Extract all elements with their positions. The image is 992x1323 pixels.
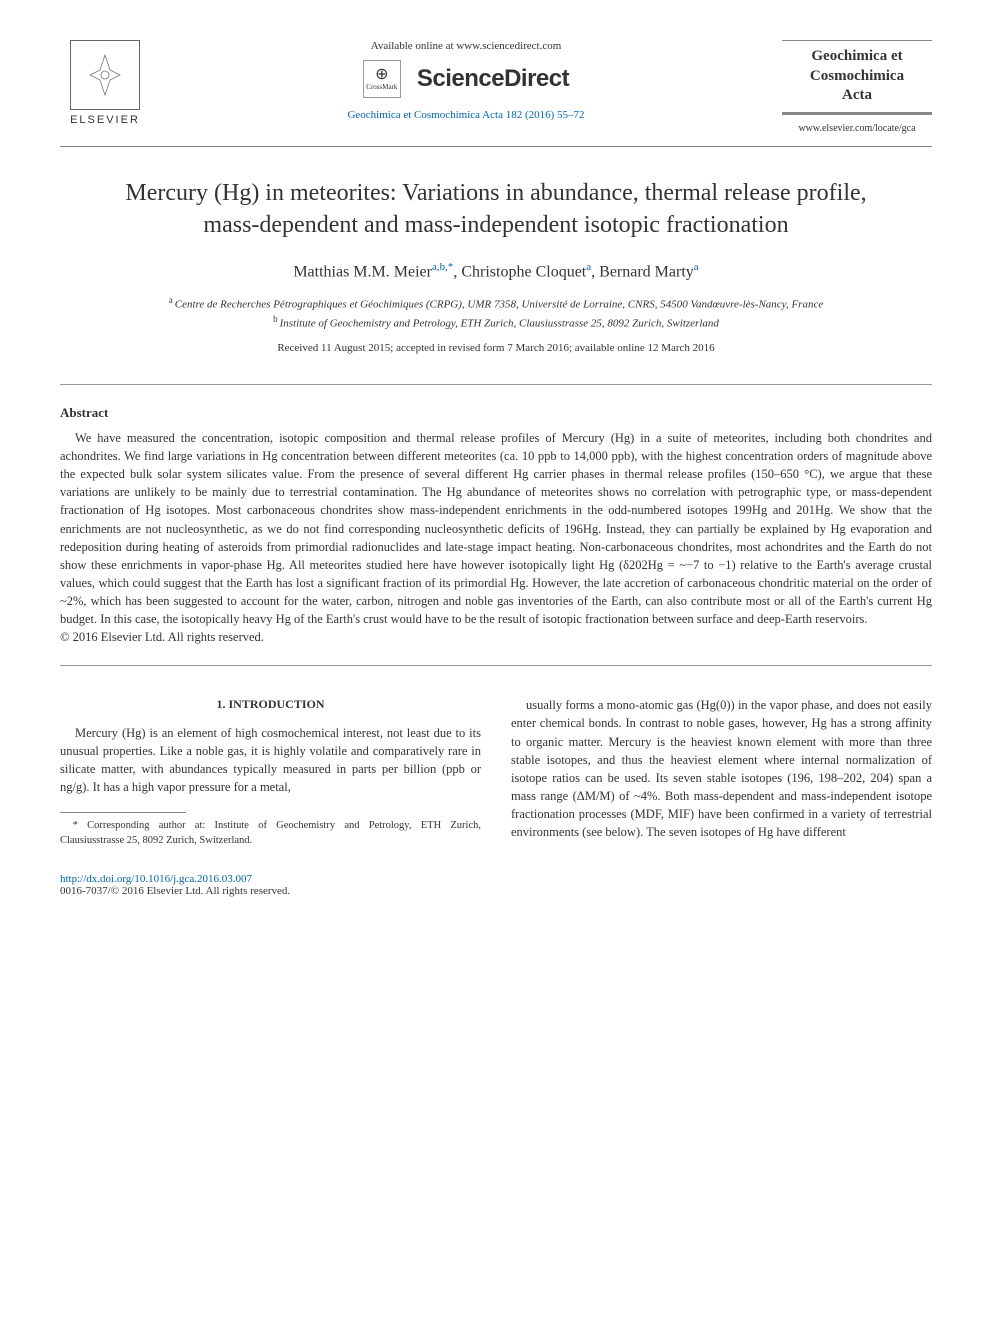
affiliation-b: bInstitute of Geochemistry and Petrology… [120, 313, 872, 332]
header-center: Available online at www.sciencedirect.co… [150, 40, 782, 122]
intro-left-para: Mercury (Hg) is an element of high cosmo… [60, 724, 481, 797]
right-column: usually forms a mono-atomic gas (Hg(0)) … [511, 696, 932, 848]
affiliations: aCentre de Recherches Pétrographiques et… [120, 294, 872, 332]
journal-name-line1: Geochimica et [782, 47, 932, 67]
crossmark-label: CrossMark [366, 83, 397, 91]
authors-line: Matthias M.M. Meiera,b,*, Christophe Clo… [60, 261, 932, 281]
abstract-text: We have measured the concentration, isot… [60, 429, 932, 628]
author-3: Bernard Marty [599, 264, 694, 281]
left-column: 1. INTRODUCTION Mercury (Hg) is an eleme… [60, 696, 481, 848]
corresponding-author-footnote: * Corresponding author at: Institute of … [60, 819, 481, 848]
author-3-aff: a [694, 261, 699, 273]
author-1-aff: a,b,* [432, 261, 453, 273]
intro-right-para: usually forms a mono-atomic gas (Hg(0)) … [511, 696, 932, 841]
journal-url: www.elsevier.com/locate/gca [782, 123, 932, 134]
intro-heading: 1. INTRODUCTION [60, 696, 481, 713]
body-columns: 1. INTRODUCTION Mercury (Hg) is an eleme… [60, 696, 932, 848]
issn-copyright: 0016-7037/© 2016 Elsevier Ltd. All right… [60, 885, 932, 897]
footnote-divider [60, 812, 186, 813]
copyright-line: © 2016 Elsevier Ltd. All rights reserved… [60, 630, 932, 645]
article-dates: Received 11 August 2015; accepted in rev… [60, 342, 932, 354]
sciencedirect-logo: ScienceDirect [417, 65, 569, 93]
article-title: Mercury (Hg) in meteorites: Variations i… [100, 177, 892, 242]
author-1: Matthias M.M. Meier [293, 264, 432, 281]
doi-link[interactable]: http://dx.doi.org/10.1016/j.gca.2016.03.… [60, 873, 252, 885]
affiliation-a: aCentre de Recherches Pétrographiques et… [120, 294, 872, 313]
publisher-logo: ELSEVIER [60, 40, 150, 126]
citation-link[interactable]: Geochimica et Cosmochimica Acta 182 (201… [347, 109, 584, 121]
article-header: ELSEVIER Available online at www.science… [60, 40, 932, 147]
publisher-name: ELSEVIER [70, 114, 140, 126]
elsevier-tree-icon [70, 40, 140, 110]
journal-box: Geochimica et Cosmochimica Acta www.else… [782, 40, 932, 134]
journal-name: Geochimica et Cosmochimica Acta [782, 40, 932, 115]
crossmark-icon: ⊕ [375, 67, 388, 83]
available-online-text: Available online at www.sciencedirect.co… [170, 40, 762, 52]
doi-block: http://dx.doi.org/10.1016/j.gca.2016.03.… [60, 873, 932, 897]
crossmark-badge[interactable]: ⊕ CrossMark [363, 60, 401, 98]
author-2: Christophe Cloquet [461, 264, 586, 281]
author-2-aff: a [586, 261, 591, 273]
footnote-marker: * [73, 820, 78, 831]
journal-name-line2: Cosmochimica [782, 67, 932, 87]
footnote-text: Corresponding author at: Institute of Ge… [60, 820, 481, 846]
divider-bottom [60, 665, 932, 666]
divider-top [60, 384, 932, 385]
abstract-heading: Abstract [60, 405, 932, 421]
journal-name-line3: Acta [782, 86, 932, 106]
platform-row: ⊕ CrossMark ScienceDirect [170, 60, 762, 98]
